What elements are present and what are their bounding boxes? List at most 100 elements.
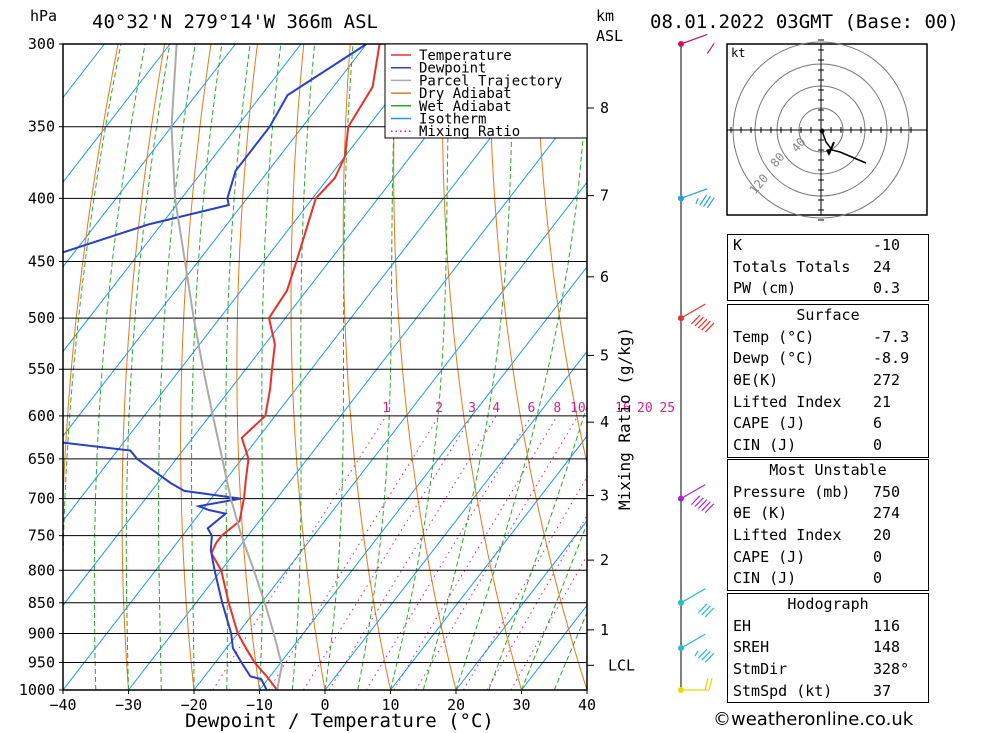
surface-dewp-label: Dewp (°C) [733,349,815,368]
wind-barb [678,588,715,618]
dry-adiabat-line [489,44,587,690]
wet-adiabat-line [158,44,196,690]
surface-cin-label: CIN (J) [733,436,797,455]
mixing-ratio-value-label: 4 [492,401,500,416]
hodograph-unit: kt [731,46,745,60]
wet-adiabat-line [191,44,223,690]
wind-barb-flag [694,650,699,657]
wind-barb [678,33,715,54]
pressure-tick-label: 800 [28,561,55,579]
datetime-label: 08.01.2022 03GMT (Base: 00) [650,11,959,33]
isotherm-line [390,435,587,690]
km-tick-label: 6 [600,268,609,286]
plot-frame [62,43,588,691]
dry-adiabat-line [393,44,457,690]
km-tick-label: 1 [600,621,609,639]
pw-value: 0.3 [873,279,901,298]
temp-tick-label: 0 [320,696,329,714]
mixing-ratio-value-label: 16 [615,401,631,416]
mu-pres-value: 750 [873,482,901,501]
dry-adiabat-line [180,44,212,690]
mixing-ratio-value-label: 8 [553,401,561,416]
wind-barb-staff [680,33,708,45]
wet-adiabat-line [259,44,282,690]
mu-cin-value: 0 [873,569,883,588]
temp-tick-label: −30 [115,696,142,714]
wet-adiabat-line [422,44,514,690]
surface-title: Surface [796,306,860,324]
legend-entry: Temperature [419,48,512,64]
km-tick-label: 4 [600,413,609,431]
pressure-tick-label: 600 [28,407,55,425]
pressure-tick-label: 650 [28,450,55,468]
wind-barb-flag [694,497,704,508]
surface-temp-label: Temp (°C) [733,327,815,346]
mixing-ratio-value-label: 6 [527,401,535,416]
stmspd-value: 37 [873,681,892,700]
km-tick-label: 3 [600,487,609,505]
wet-adiabat-line [455,65,587,690]
wind-barb-flag [704,677,709,691]
mixing-ratio-value-label: 20 [637,401,653,416]
km-label: km [596,7,614,25]
indices-table: K -10 Totals Totals 24 PW (cm) 0.3 [727,234,929,302]
pressure-tick-label: 450 [28,253,55,271]
credit-link[interactable]: ©weatheronline.co.uk [713,709,914,730]
wind-barb-flag [704,652,715,663]
wind-barb-flag [701,650,711,661]
wind-barb-flag [701,605,711,616]
isotherm-line [63,44,367,437]
dry-adiabat-line [342,44,391,690]
mu-theta-value: 274 [873,504,901,523]
mu-cin-label: CIN (J) [733,569,797,588]
legend-entry: Mixing Ratio [419,124,520,140]
parcel-trajectory-trace [170,44,283,690]
wind-barb-staff [680,588,706,604]
wind-barb [678,677,713,693]
km-tick-label: 2 [600,551,609,569]
wind-barb-flag [701,320,711,331]
wind-barb-flag [701,501,711,512]
isotherm-line [324,350,587,690]
wind-barb [678,633,715,663]
dry-adiabat-line [121,44,166,690]
temp-tick-label: 40 [578,696,596,714]
wind-barb [678,303,715,333]
skewt-axes: 3003504004505005506006507007508008509009… [19,35,675,714]
temp-tick-label: −40 [49,696,76,714]
isotherm-line [63,44,302,353]
most-unstable-title: Most Unstable [769,461,887,479]
wind-barb-flag [690,314,701,325]
hodograph-origin-dot [819,128,825,134]
wind-barb-flag [706,42,715,54]
most-unstable-table: Most Unstable Pressure (mb) 750 θE (K) 274… [727,459,929,592]
isotherm-line [193,181,587,690]
pressure-tick-label: 1000 [19,681,55,699]
wind-barb-flag [704,503,715,514]
asl-label: ASL [596,27,623,45]
wet-adiabat-line [324,44,354,690]
wet-adiabat-line [488,404,587,690]
dewpoint-trace [63,44,368,690]
wet-adiabat-line [93,44,146,690]
pressure-tick-label: 750 [28,527,55,545]
wind-barb-flag [706,197,715,209]
pressure-tick-label: 350 [28,118,55,136]
legend-entry: Dry Adiabat [419,86,512,102]
pw-label: PW (cm) [733,279,797,298]
wet-adiabat-line [225,44,251,690]
stmdir-label: StmDir [733,660,788,679]
mu-cape-label: CAPE (J) [733,547,806,566]
mixing-ratio-value-label: 3 [468,401,476,416]
wind-barb-flag [699,194,708,206]
wind-barb-flag [690,495,701,506]
wind-barb-flag [704,322,715,333]
eh-value: 116 [873,616,901,635]
km-tick-label: 5 [600,346,609,364]
mixing-ratio-line [510,554,587,690]
mixing-ratio-axis-title: Mixing Ratio (g/kg) [615,327,634,510]
pressure-tick-label: 300 [28,35,55,53]
stmdir-value: 328° [873,660,910,679]
wind-barb-staff [680,633,706,649]
